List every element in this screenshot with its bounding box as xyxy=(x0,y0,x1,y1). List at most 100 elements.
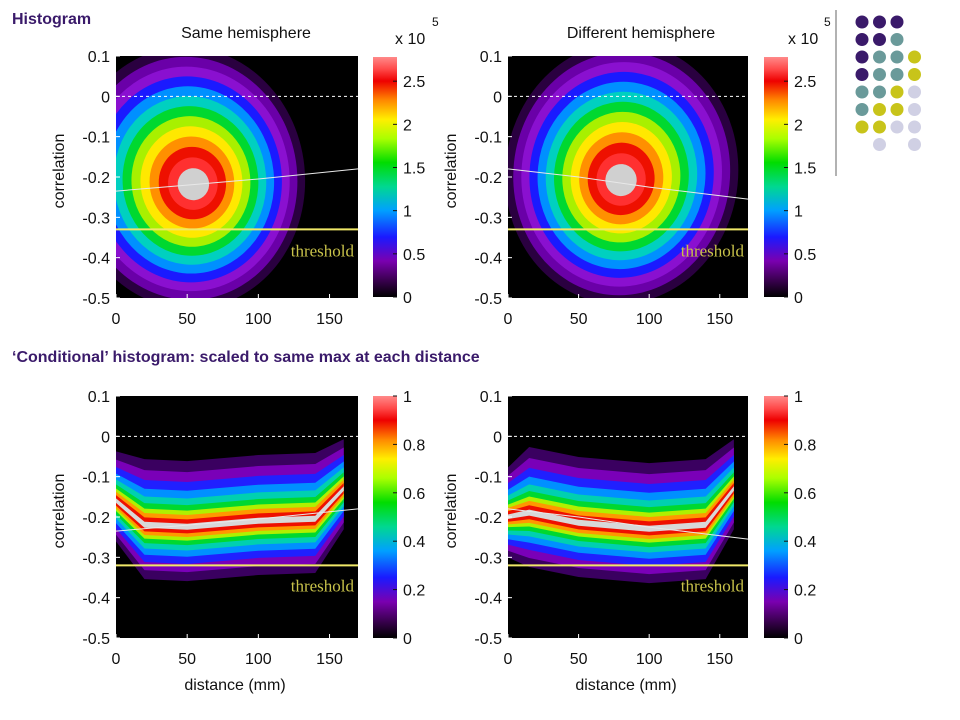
colorbar-tick-label: 0 xyxy=(403,631,412,648)
page-heading: Histogram xyxy=(12,11,91,28)
heatmap-layer xyxy=(508,56,739,298)
trend-line xyxy=(115,168,359,192)
y-tick-label: -0.5 xyxy=(82,631,110,648)
colorbar-tick-label: 0.4 xyxy=(794,534,816,551)
y-tick-label: -0.5 xyxy=(82,291,110,308)
colorbar-tick-label: 2.5 xyxy=(403,74,425,91)
y-tick-label: 0 xyxy=(493,429,502,446)
y-tick-label: -0.1 xyxy=(474,130,502,147)
colorbar-tick-label: 1.5 xyxy=(794,161,816,178)
decor-dot xyxy=(890,15,904,29)
y-tick-label: -0.3 xyxy=(82,210,110,227)
colorbar-tick-label: 0.6 xyxy=(403,486,425,503)
colorbar xyxy=(764,396,788,638)
dot-grid-decoration xyxy=(855,15,921,151)
decor-dot xyxy=(873,33,886,46)
y-tick-label: -0.4 xyxy=(474,591,502,608)
y-tick-label: -0.2 xyxy=(82,510,110,527)
colorbar-exponent: 5 xyxy=(824,15,831,29)
decor-dot xyxy=(908,85,921,99)
x-tick-label: 100 xyxy=(245,651,272,668)
colorbar-tick-label: 0.5 xyxy=(403,247,425,264)
colorbar-tick-label: 1 xyxy=(403,204,412,221)
y-tick-label: 0.1 xyxy=(480,49,502,66)
colorbar-tick-label: 0 xyxy=(794,290,803,307)
contour-band xyxy=(116,486,344,530)
x-tick-label: 0 xyxy=(504,651,513,668)
y-tick-label: -0.3 xyxy=(474,210,502,227)
decor-dot xyxy=(873,85,886,99)
colorbar-multiplier: x 10 xyxy=(395,31,425,48)
decor-dot xyxy=(873,15,886,29)
y-tick-label: -0.1 xyxy=(82,470,110,487)
colorbar xyxy=(373,396,397,638)
decor-dot xyxy=(908,50,921,64)
y-tick-label: 0.1 xyxy=(480,389,502,406)
decor-dot xyxy=(908,103,921,116)
decor-dot xyxy=(873,120,886,134)
y-tick-label: -0.3 xyxy=(474,550,502,567)
decor-dot xyxy=(908,68,921,81)
y-tick-label: -0.4 xyxy=(82,251,110,268)
colorbar-tick-label: 1 xyxy=(794,389,803,406)
y-tick-label: 0 xyxy=(101,89,110,106)
colorbar-tick-label: 2.5 xyxy=(794,74,816,91)
y-tick-label: 0 xyxy=(493,89,502,106)
decor-dot xyxy=(855,15,869,29)
y-tick-label: -0.3 xyxy=(82,550,110,567)
contour-band xyxy=(508,486,734,532)
y-tick-label: -0.4 xyxy=(82,591,110,608)
decor-dot xyxy=(855,68,869,81)
y-axis-label: correlation xyxy=(443,134,460,209)
colorbar-tick-label: 1 xyxy=(794,204,803,221)
colorbar-tick-label: 0.6 xyxy=(794,486,816,503)
colorbar-tick-label: 2 xyxy=(794,117,803,134)
decor-dot xyxy=(855,120,869,134)
x-tick-label: 50 xyxy=(178,311,196,328)
heatmap-layer xyxy=(116,56,306,298)
threshold-label: threshold xyxy=(291,241,355,260)
decor-dot xyxy=(908,120,921,134)
threshold-label: threshold xyxy=(291,576,355,595)
colorbar-tick-label: 0.2 xyxy=(794,583,816,600)
decor-dot xyxy=(890,120,904,134)
x-tick-label: 100 xyxy=(636,651,663,668)
y-axis-label: correlation xyxy=(443,474,460,549)
decor-dot xyxy=(890,50,904,64)
trend-line xyxy=(115,508,359,532)
y-tick-label: -0.4 xyxy=(474,251,502,268)
trend-line xyxy=(507,168,749,200)
decor-dot xyxy=(890,68,904,81)
threshold-label: threshold xyxy=(681,576,745,595)
colorbar-tick-label: 0.8 xyxy=(403,437,425,454)
colorbar-tick-label: 0.5 xyxy=(794,247,816,264)
panel-title-same: Same hemisphere xyxy=(181,25,311,42)
decor-dot xyxy=(873,68,886,81)
decor-dot xyxy=(890,33,904,46)
decor-dot xyxy=(873,138,886,151)
colorbar-exponent: 5 xyxy=(432,15,439,29)
colorbar-tick-label: 0.2 xyxy=(403,583,425,600)
y-tick-label: -0.2 xyxy=(474,510,502,527)
colorbar xyxy=(764,57,788,297)
colorbar-tick-label: 1.5 xyxy=(403,161,425,178)
x-tick-label: 150 xyxy=(316,311,343,328)
colorbar-tick-label: 0 xyxy=(403,290,412,307)
x-tick-label: 150 xyxy=(706,311,733,328)
colorbar-tick-label: 0.4 xyxy=(403,534,425,551)
panel-title-different: Different hemisphere xyxy=(567,25,715,42)
y-tick-label: -0.1 xyxy=(82,130,110,147)
y-tick-label: 0.1 xyxy=(88,49,110,66)
x-axis-label: distance (mm) xyxy=(184,677,285,694)
y-tick-label: -0.5 xyxy=(474,631,502,648)
decor-dot xyxy=(855,50,869,64)
decor-dot xyxy=(873,50,886,64)
colorbar-tick-label: 2 xyxy=(403,117,412,134)
heatmap-layer xyxy=(116,439,344,582)
x-axis-label: distance (mm) xyxy=(575,677,676,694)
colorbar xyxy=(373,57,397,297)
y-tick-label: -0.1 xyxy=(474,470,502,487)
colorbar-multiplier: x 10 xyxy=(788,31,818,48)
panel-conditional-same: threshold 0 50 100 150 0.1 0 -0.1 -0.2 -0.3 -0.4 -0… xyxy=(51,389,425,694)
